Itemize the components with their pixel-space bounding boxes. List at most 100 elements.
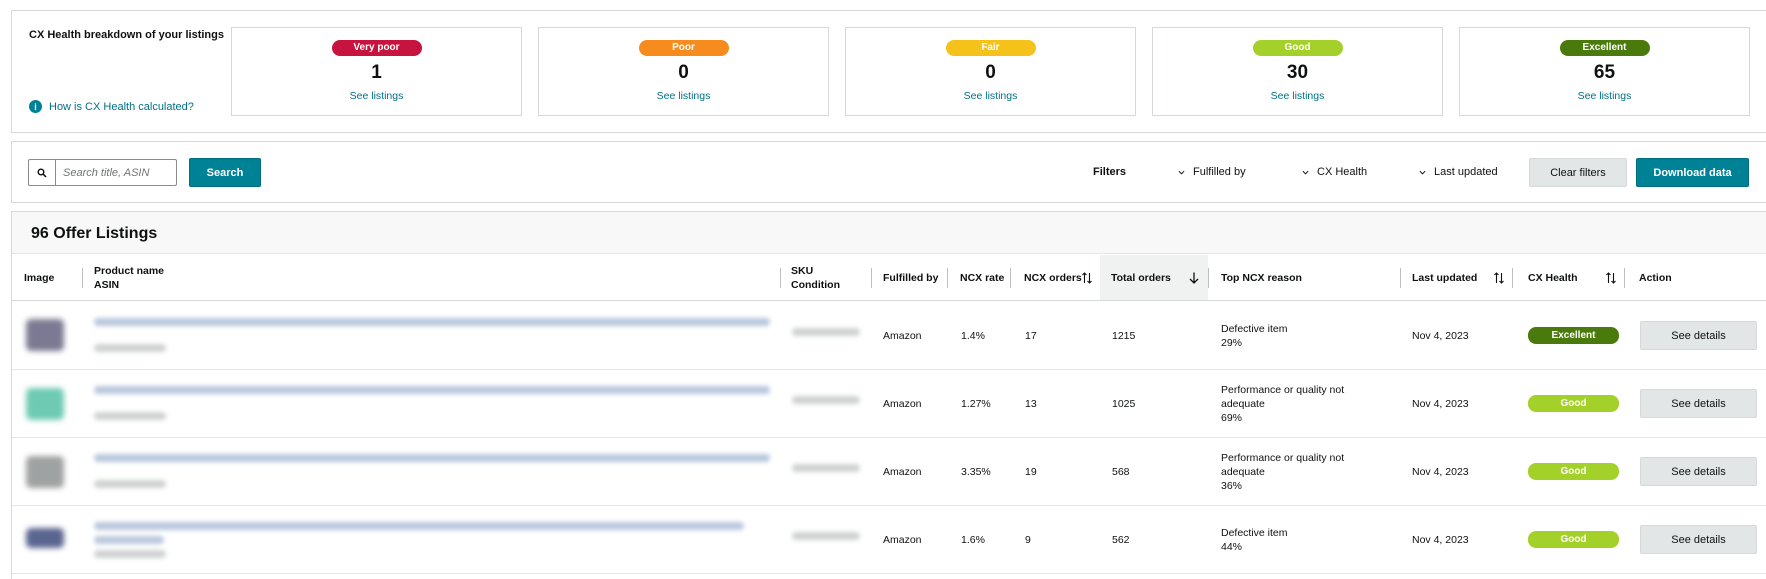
- ncx-rate-value: 3.35%: [961, 466, 991, 478]
- header-cx-health: CX Health: [1528, 272, 1578, 284]
- product-name-redacted: [94, 386, 770, 394]
- ncx-rate-value: 1.6%: [961, 534, 985, 546]
- fulfilled-by-value: Amazon: [883, 330, 922, 342]
- header-total-orders[interactable]: Total orders: [1100, 255, 1208, 301]
- chevron-down-icon: [1419, 170, 1426, 175]
- top-ncx-reason: Performance or quality not adequate 69%: [1221, 383, 1361, 425]
- header-asin-label: ASIN: [94, 279, 120, 291]
- chevron-down-icon: [1302, 170, 1309, 175]
- header-condition-label: Condition: [791, 279, 840, 291]
- column-divider: [82, 268, 83, 288]
- table-row: Amazon 3.35% 19 568 Performance or quali…: [12, 438, 1766, 506]
- status-badge-excellent: Excellent: [1559, 40, 1650, 56]
- download-data-button[interactable]: Download data: [1636, 158, 1749, 187]
- fulfilled-by-value: Amazon: [883, 466, 922, 478]
- info-icon: i: [29, 100, 42, 113]
- filters-label: Filters: [1093, 166, 1127, 178]
- header-fulfilled-by: Fulfilled by: [883, 272, 939, 284]
- listings-title: 96 Offer Listings: [31, 225, 158, 242]
- header-total-orders-label: Total orders: [1111, 271, 1171, 284]
- table-row: Amazon 1.6% 9 562 Defective item 44% Nov…: [12, 506, 1766, 574]
- search-input[interactable]: [56, 161, 174, 184]
- ncx-orders-value: 13: [1025, 398, 1037, 410]
- see-listings-good-link[interactable]: See listings: [1270, 90, 1325, 102]
- see-listings-very-poor-link[interactable]: See listings: [349, 90, 404, 102]
- card-very-poor: Very poor 1 See listings: [231, 27, 522, 116]
- column-divider: [1208, 268, 1209, 288]
- last-updated-filter[interactable]: Last updated: [1419, 166, 1498, 178]
- fulfilled-by-filter-label: Fulfilled by: [1193, 166, 1246, 178]
- sort-descending-icon[interactable]: [1188, 271, 1200, 285]
- ncx-rate-value: 1.4%: [961, 330, 985, 342]
- status-badge-fair: Fair: [945, 40, 1036, 56]
- asin-redacted: [94, 412, 166, 420]
- search-button[interactable]: Search: [189, 158, 261, 187]
- see-details-button[interactable]: See details: [1640, 525, 1757, 554]
- product-image: [26, 319, 64, 351]
- cx-health-filter-label: CX Health: [1317, 166, 1368, 178]
- sku-redacted: [792, 532, 860, 540]
- column-divider: [871, 268, 872, 288]
- ncx-orders-value: 17: [1025, 330, 1037, 342]
- reason-percent: 44%: [1221, 541, 1243, 553]
- poor-count: 0: [678, 62, 689, 83]
- asin-redacted: [94, 480, 166, 488]
- reason-percent: 29%: [1221, 337, 1243, 349]
- fulfilled-by-value: Amazon: [883, 398, 922, 410]
- reason-percent: 36%: [1221, 480, 1243, 492]
- column-divider: [1400, 268, 1401, 288]
- column-divider: [1010, 268, 1011, 288]
- see-listings-excellent-link[interactable]: See listings: [1577, 90, 1632, 102]
- ncx-rate-value: 1.27%: [961, 398, 991, 410]
- asin-redacted: [94, 550, 166, 558]
- sort-icon[interactable]: [1081, 271, 1093, 285]
- table-row: Amazon 1.4% 17 1215 Defective item 29% N…: [12, 302, 1766, 370]
- see-details-button[interactable]: See details: [1640, 389, 1757, 418]
- reason-text: Defective item: [1221, 527, 1288, 539]
- good-count: 30: [1286, 62, 1309, 83]
- table-header: Image Product name ASIN SKU Condition Fulf…: [12, 255, 1766, 301]
- cx-health-summary-panel: CX Health breakdown of your listings i H…: [11, 10, 1766, 133]
- status-badge-very-poor: Very poor: [331, 40, 422, 56]
- header-last-updated: Last updated: [1412, 272, 1478, 284]
- header-image: Image: [24, 272, 55, 284]
- cx-health-help-link[interactable]: i How is CX Health calculated?: [29, 100, 194, 113]
- table-row: Amazon 1.27% 13 1025 Performance or qual…: [12, 370, 1766, 438]
- header-top-ncx-reason: Top NCX reason: [1221, 272, 1302, 284]
- card-good: Good 30 See listings: [1152, 27, 1443, 116]
- card-fair: Fair 0 See listings: [845, 27, 1136, 116]
- clear-filters-button[interactable]: Clear filters: [1529, 158, 1627, 187]
- see-details-button[interactable]: See details: [1640, 321, 1757, 350]
- cx-health-badge: Good: [1528, 531, 1619, 548]
- last-updated-filter-label: Last updated: [1434, 166, 1498, 178]
- fulfilled-by-filter[interactable]: Fulfilled by: [1178, 166, 1246, 178]
- card-poor: Poor 0 See listings: [538, 27, 829, 116]
- search-filter-bar: Search Filters Fulfilled by CX Health La…: [11, 141, 1766, 203]
- cx-health-filter[interactable]: CX Health: [1302, 166, 1367, 178]
- excellent-count: 65: [1593, 62, 1616, 83]
- see-listings-poor-link[interactable]: See listings: [656, 90, 711, 102]
- summary-title: CX Health breakdown of your listings: [29, 29, 224, 41]
- ncx-orders-value: 19: [1025, 466, 1037, 478]
- status-badge-good: Good: [1252, 40, 1343, 56]
- see-listings-fair-link[interactable]: See listings: [963, 90, 1018, 102]
- product-name-redacted: [94, 318, 770, 326]
- sort-icon[interactable]: [1605, 271, 1617, 285]
- column-divider: [947, 268, 948, 288]
- see-details-button[interactable]: See details: [1640, 457, 1757, 486]
- total-orders-value: 1215: [1112, 330, 1136, 342]
- sort-icon[interactable]: [1493, 271, 1505, 285]
- product-image: [26, 528, 64, 548]
- reason-text: Performance or quality not adequate: [1221, 384, 1345, 410]
- asin-redacted: [94, 344, 166, 352]
- search-icon: [29, 160, 56, 185]
- top-ncx-reason: Defective item 29%: [1221, 322, 1361, 350]
- chevron-down-icon: [1178, 170, 1185, 175]
- total-orders-value: 568: [1112, 466, 1130, 478]
- header-product-name: Product name ASIN: [94, 255, 164, 301]
- total-orders-value: 562: [1112, 534, 1130, 546]
- top-ncx-reason: Performance or quality not adequate 36%: [1221, 451, 1361, 493]
- fair-count: 0: [985, 62, 996, 83]
- product-image: [26, 456, 64, 488]
- top-ncx-reason: Defective item 44%: [1221, 526, 1361, 554]
